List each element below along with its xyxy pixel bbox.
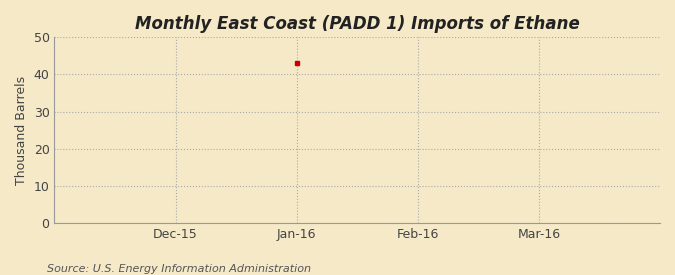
Y-axis label: Thousand Barrels: Thousand Barrels — [15, 76, 28, 185]
Title: Monthly East Coast (PADD 1) Imports of Ethane: Monthly East Coast (PADD 1) Imports of E… — [135, 15, 580, 33]
Text: Source: U.S. Energy Information Administration: Source: U.S. Energy Information Administ… — [47, 264, 311, 274]
